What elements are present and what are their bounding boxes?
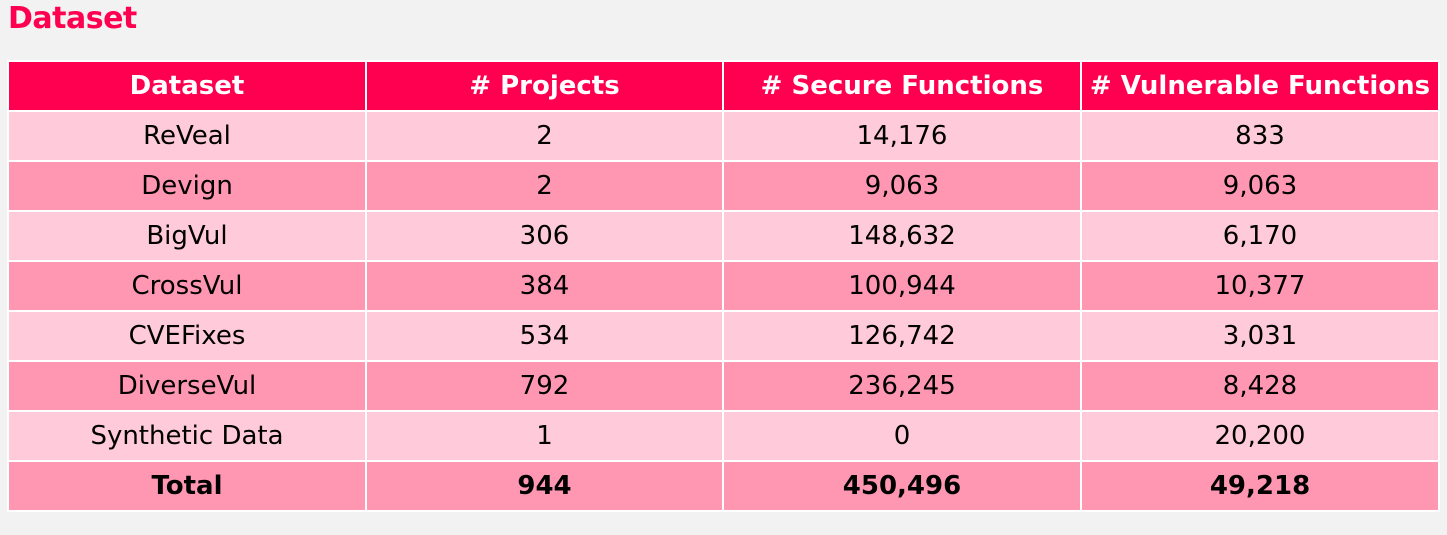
cell-vulnerable: 3,031 xyxy=(1080,310,1440,362)
cell-dataset: ReVeal xyxy=(7,110,367,162)
cell-secure: 236,245 xyxy=(722,360,1082,412)
table-row: Devign 2 9,063 9,063 xyxy=(7,160,1440,212)
cell-secure: 126,742 xyxy=(722,310,1082,362)
total-projects: 944 xyxy=(365,460,724,512)
cell-vulnerable: 9,063 xyxy=(1080,160,1440,212)
cell-vulnerable: 20,200 xyxy=(1080,410,1440,462)
table-row: Synthetic Data 1 0 20,200 xyxy=(7,410,1440,462)
header-vulnerable-functions: # Vulnerable Functions xyxy=(1080,60,1440,112)
cell-secure: 100,944 xyxy=(722,260,1082,312)
total-secure: 450,496 xyxy=(722,460,1082,512)
cell-dataset: Synthetic Data xyxy=(7,410,367,462)
cell-vulnerable: 10,377 xyxy=(1080,260,1440,312)
cell-dataset: BigVul xyxy=(7,210,367,262)
header-dataset: Dataset xyxy=(7,60,367,112)
cell-projects: 1 xyxy=(365,410,724,462)
table-row: ReVeal 2 14,176 833 xyxy=(7,110,1440,162)
cell-secure: 148,632 xyxy=(722,210,1082,262)
cell-projects: 2 xyxy=(365,160,724,212)
cell-secure: 0 xyxy=(722,410,1082,462)
header-projects: # Projects xyxy=(365,60,724,112)
cell-dataset: CVEFixes xyxy=(7,310,367,362)
cell-dataset: Devign xyxy=(7,160,367,212)
header-secure-functions: # Secure Functions xyxy=(722,60,1082,112)
cell-vulnerable: 6,170 xyxy=(1080,210,1440,262)
total-vulnerable: 49,218 xyxy=(1080,460,1440,512)
cell-dataset: CrossVul xyxy=(7,260,367,312)
cell-dataset: DiverseVul xyxy=(7,360,367,412)
table-row: CVEFixes 534 126,742 3,031 xyxy=(7,310,1440,362)
cell-projects: 2 xyxy=(365,110,724,162)
total-label: Total xyxy=(7,460,367,512)
table-header-row: Dataset # Projects # Secure Functions # … xyxy=(7,60,1440,112)
cell-secure: 9,063 xyxy=(722,160,1082,212)
table-row: BigVul 306 148,632 6,170 xyxy=(7,210,1440,262)
table-row: CrossVul 384 100,944 10,377 xyxy=(7,260,1440,312)
cell-vulnerable: 833 xyxy=(1080,110,1440,162)
cell-projects: 306 xyxy=(365,210,724,262)
table-row: DiverseVul 792 236,245 8,428 xyxy=(7,360,1440,412)
cell-secure: 14,176 xyxy=(722,110,1082,162)
cell-projects: 792 xyxy=(365,360,724,412)
cell-projects: 384 xyxy=(365,260,724,312)
page-title: Dataset xyxy=(8,1,137,36)
cell-projects: 534 xyxy=(365,310,724,362)
total-row: Total 944 450,496 49,218 xyxy=(7,460,1440,512)
dataset-table: Dataset # Projects # Secure Functions # … xyxy=(7,60,1440,512)
cell-vulnerable: 8,428 xyxy=(1080,360,1440,412)
